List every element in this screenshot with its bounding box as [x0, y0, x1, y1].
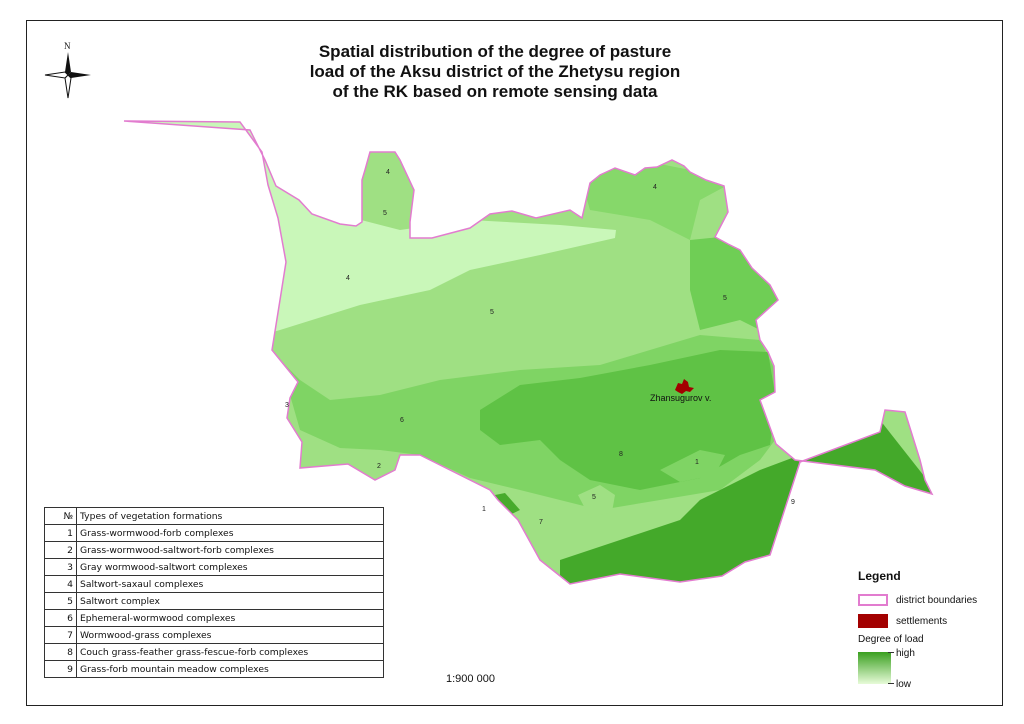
table-header-name: Types of vegetation formations	[76, 507, 384, 525]
table-row: 4 Saltwort-saxaul complexes	[44, 575, 384, 593]
table-cell-name: Wormwood-grass complexes	[76, 626, 384, 644]
region-label: 9	[791, 499, 795, 506]
table-row: 8 Couch grass-feather grass-fescue-forb …	[44, 643, 384, 661]
settlement-shape	[675, 379, 694, 394]
north-arrow-diag2-icon	[68, 75, 76, 83]
north-arrow-north-icon	[65, 52, 71, 75]
north-label: N	[64, 41, 71, 51]
region-label: 1	[695, 459, 699, 466]
table-cell-num: 8	[44, 643, 77, 661]
settlement-swatch-icon	[858, 614, 888, 628]
north-arrow-east-icon	[68, 72, 91, 78]
table-cell-name: Grass-forb mountain meadow complexes	[76, 660, 384, 678]
legend-boundary-row: district boundaries	[858, 594, 977, 606]
zone-inner-5	[578, 485, 615, 518]
table-cell-name: Saltwort complex	[76, 592, 384, 610]
table-cell-name: Saltwort-saxaul complexes	[76, 575, 384, 593]
zone-inner-1	[660, 450, 725, 482]
table-cell-num: 6	[44, 609, 77, 627]
boundary-swatch-icon	[858, 594, 888, 606]
table-header-row: № Types of vegetation formations	[44, 507, 384, 525]
north-arrow-south-icon	[64, 74, 72, 99]
table-cell-name: Gray wormwood-saltwort complexes	[76, 558, 384, 576]
table-header-num: №	[44, 507, 77, 525]
region-label: 5	[592, 494, 596, 501]
legend-boundary-label: district boundaries	[896, 594, 978, 606]
table-cell-num: 3	[44, 558, 77, 576]
region-label: 2	[377, 463, 381, 470]
region-label: 5	[383, 210, 387, 217]
table-row: 6 Ephemeral-wormwood complexes	[44, 609, 384, 627]
gradient-tick-low	[888, 683, 894, 684]
north-arrow: N	[44, 41, 91, 99]
legend-settlement-label: settlements	[896, 615, 948, 627]
table-cell-num: 5	[44, 592, 77, 610]
zone-east-mid	[690, 237, 785, 330]
vegetation-table: № Types of vegetation formations 1 Grass…	[44, 507, 384, 678]
region-label: 4	[653, 184, 657, 191]
legend-settlement-row: settlements	[858, 614, 947, 628]
region-label: 5	[723, 295, 727, 302]
legend-high-label: high	[896, 648, 915, 659]
region-label: 3	[285, 402, 289, 409]
table-row: 5 Saltwort complex	[44, 592, 384, 610]
region-label: 7	[539, 519, 543, 526]
region-label: 4	[346, 275, 350, 282]
legend-low-label: low	[896, 679, 912, 690]
table-row: 1 Grass-wormwood-forb complexes	[44, 524, 384, 542]
zone-north-lower	[580, 160, 726, 240]
table-row: 2 Grass-wormwood-saltwort-forb complexes	[44, 541, 384, 559]
legend-load-title: Degree of load	[858, 634, 924, 645]
gradient-tick-high	[888, 652, 894, 653]
table-cell-num: 9	[44, 660, 77, 678]
load-gradient-swatch	[858, 652, 891, 684]
region-label: 6	[400, 417, 404, 424]
region-label: 8	[619, 451, 623, 458]
district-boundary	[123, 120, 934, 585]
scale-text: 1:900 000	[446, 673, 495, 685]
map-title: Spatial distribution of the degree of pa…	[309, 42, 681, 101]
settlement-marker[interactable]: Zhansugurov v.	[650, 379, 711, 403]
table-cell-name: Grass-wormwood-forb complexes	[76, 524, 384, 542]
table-cell-name: Ephemeral-wormwood complexes	[76, 609, 384, 627]
table-cell-num: 4	[44, 575, 77, 593]
north-arrow-west-icon	[44, 71, 69, 79]
table-cell-name: Couch grass-feather grass-fescue-forb co…	[76, 643, 384, 661]
region-labels: 4 5 4 4 5 5 3 6 2 8 1 5 1 7 9	[285, 169, 795, 526]
table-cell-num: 1	[44, 524, 77, 542]
table-row: 7 Wormwood-grass complexes	[44, 626, 384, 644]
north-arrow-diag-icon	[60, 67, 68, 75]
table-row: 9 Grass-forb mountain meadow complexes	[44, 660, 384, 678]
region-label: 1	[482, 506, 486, 513]
region-label: 4	[386, 169, 390, 176]
table-cell-num: 2	[44, 541, 77, 559]
table-cell-num: 7	[44, 626, 77, 644]
legend-title: Legend	[858, 569, 901, 583]
map-frame	[26, 20, 1003, 706]
table-row: 3 Gray wormwood-saltwort complexes	[44, 558, 384, 576]
region-label: 5	[490, 309, 494, 316]
settlement-label: Zhansugurov v.	[650, 393, 711, 403]
table-cell-name: Grass-wormwood-saltwort-forb complexes	[76, 541, 384, 559]
